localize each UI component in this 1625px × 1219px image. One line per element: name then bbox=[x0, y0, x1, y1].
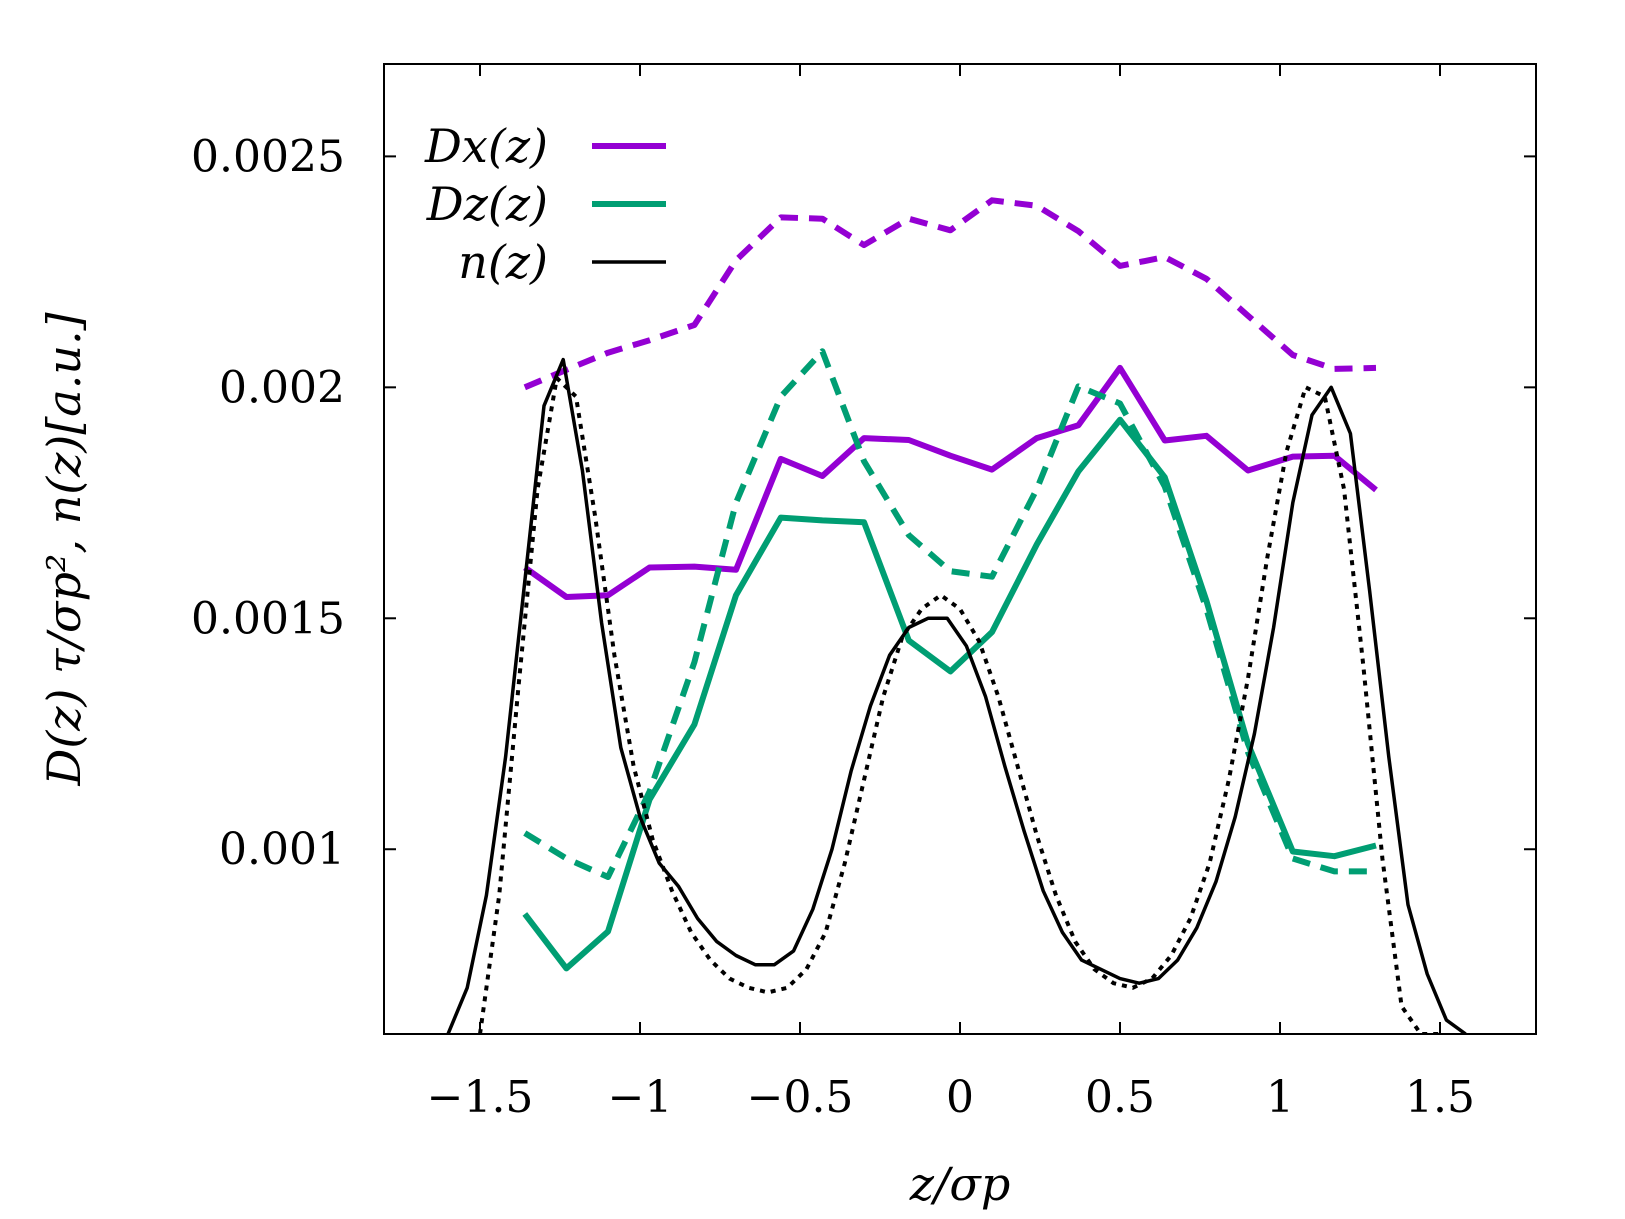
x-tick-label-2: −0.5 bbox=[747, 1072, 854, 1123]
y-tick-label-2: 0.002 bbox=[219, 362, 345, 413]
x-tick-label-6: 1.5 bbox=[1405, 1072, 1475, 1123]
series-layer bbox=[446, 197, 1467, 1034]
x-tick-label-0: −1.5 bbox=[427, 1072, 534, 1123]
y-tick-label-3: 0.0025 bbox=[191, 131, 345, 182]
y-tick-label-0: 0.001 bbox=[219, 824, 345, 875]
x-tick-label-3: 0 bbox=[946, 1072, 974, 1123]
x-tick-label-4: 0.5 bbox=[1085, 1072, 1155, 1123]
legend-label-1: Dz(z) bbox=[426, 177, 548, 231]
legend-label-0: Dx(z) bbox=[424, 119, 548, 173]
ticks-layer: −1.5 −1 −0.5 0 0.5 1 1.5 0.001 0.0015 0.002 0.0025 bbox=[191, 64, 1536, 1123]
x-tick-label-5: 1 bbox=[1266, 1072, 1294, 1123]
series-line-2 bbox=[522, 416, 1377, 972]
series-line-0 bbox=[523, 364, 1378, 600]
x-tick-label-1: −1 bbox=[608, 1072, 673, 1123]
series-line-3 bbox=[523, 348, 1376, 880]
legend-label-2: n(z) bbox=[458, 235, 548, 289]
series-line-4 bbox=[446, 357, 1467, 1034]
series-line-5 bbox=[478, 376, 1440, 1034]
y-axis-label: D(z) τ/σp², n(z)[a.u.] bbox=[37, 312, 91, 786]
x-axis-label: z/σp bbox=[909, 1157, 1011, 1211]
y-tick-label-1: 0.0015 bbox=[191, 593, 345, 644]
legend: Dx(z)Dz(z)n(z) bbox=[424, 119, 666, 289]
series-line-1 bbox=[523, 197, 1377, 391]
